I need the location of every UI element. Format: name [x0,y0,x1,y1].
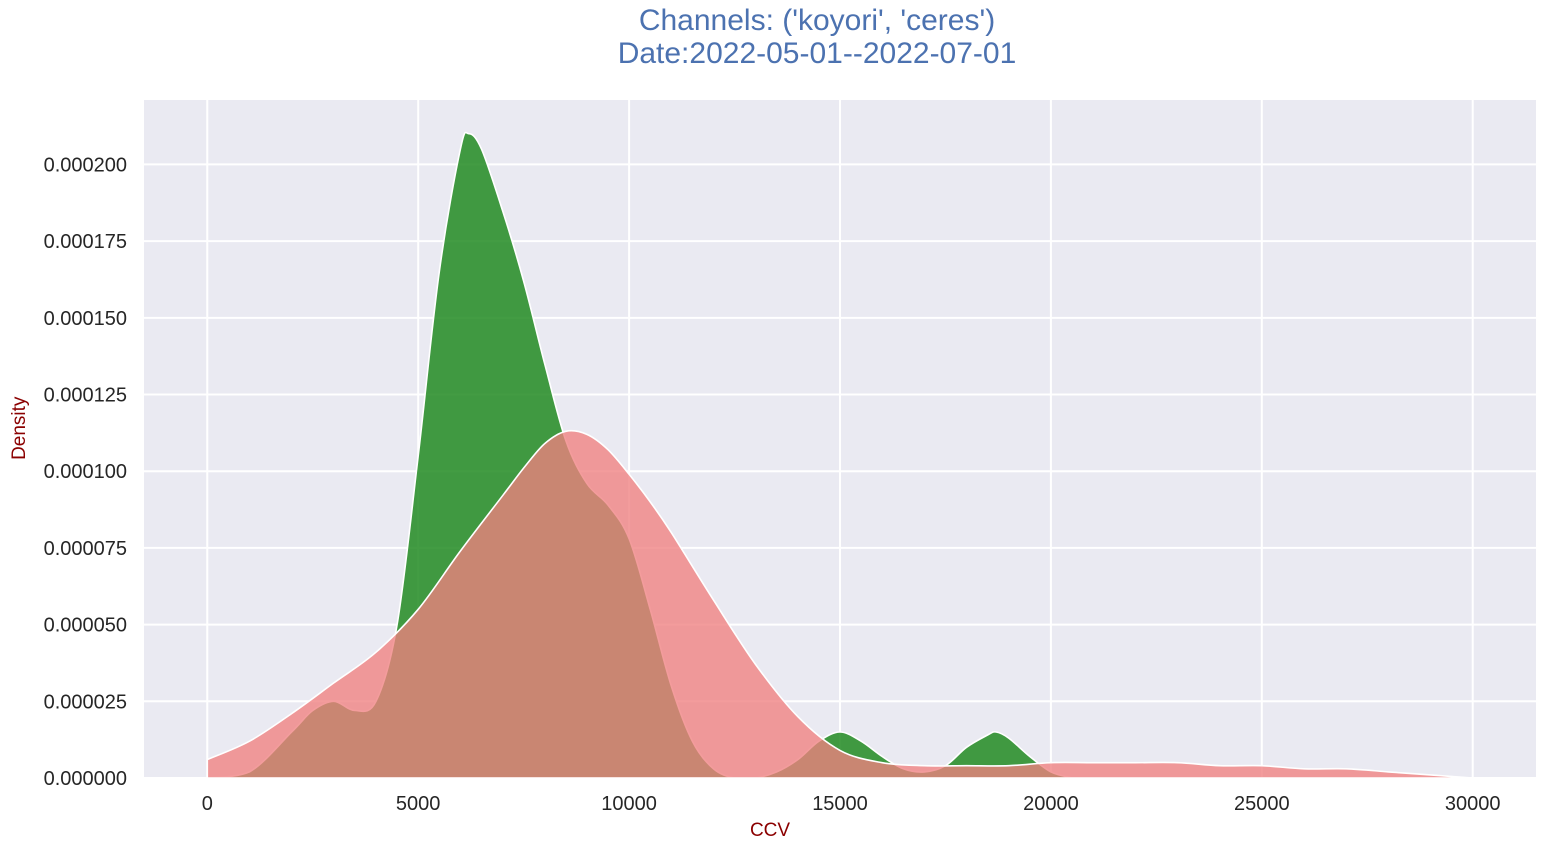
y-tick-label: 0.000200 [44,154,127,176]
y-tick-label: 0.000150 [44,308,127,330]
y-tick-label: 0.000100 [44,461,127,483]
x-axis-label: CCV [750,820,790,841]
x-tick-label: 15000 [812,793,868,815]
y-axis-label: Density [9,396,30,460]
density-areas [206,131,1473,779]
y-tick-label: 0.000175 [44,231,127,253]
x-tick-label: 20000 [1023,793,1079,815]
x-tick-label: 5000 [396,793,441,815]
y-axis: 0.000000 0.000025 0.000050 0.000075 0.000100… [44,154,127,790]
y-tick-label: 0.000050 [44,615,127,637]
x-tick-label: 30000 [1445,793,1501,815]
chart-subtitle: Date:2022-05-01--2022-07-01 [617,37,1017,70]
x-tick-label: 25000 [1234,793,1290,815]
density-area-2 [206,429,1473,779]
y-tick-label: 0.000075 [44,538,127,560]
chart-title: Channels: ('koyori', 'ceres') [638,4,996,37]
y-tick-label: 0.000000 [44,768,127,790]
x-axis: 0 5000 10000 15000 20000 25000 30000 [202,793,1501,815]
x-tick-label: 10000 [601,793,657,815]
y-tick-label: 0.000025 [44,691,127,713]
x-tick-label: 0 [202,793,213,815]
y-tick-label: 0.000125 [44,385,127,407]
